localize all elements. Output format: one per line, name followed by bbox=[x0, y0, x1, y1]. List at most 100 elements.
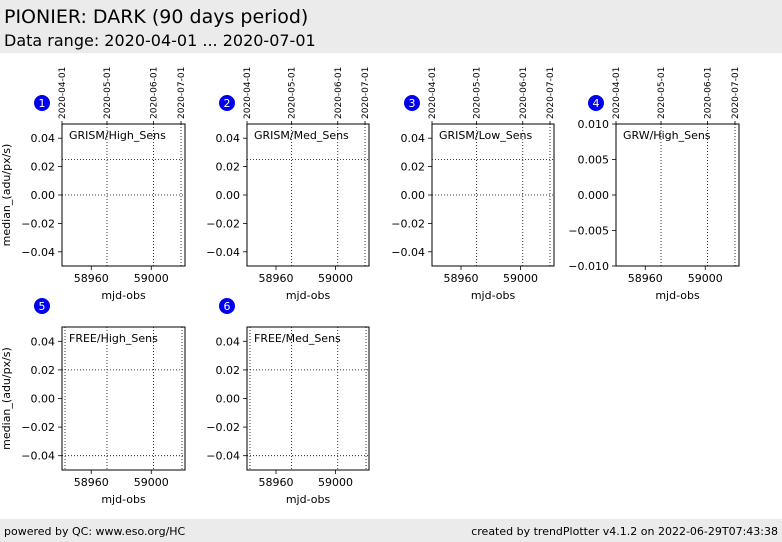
plot-panel-3: 2020-04-01 2020-05-01 2020-06-01 2020-07-01… bbox=[391, 67, 556, 302]
y-tick-label: −0.005 bbox=[568, 225, 609, 238]
trend-plots: 2020-04-01 2020-05-01 2020-06-01 2020-07-01… bbox=[0, 67, 741, 506]
panel-number: 1 bbox=[39, 97, 46, 110]
plot-panel-6: 0.04 0.02 0.00 −0.02 −0.04 58960 59000 mjd-obs F… bbox=[206, 298, 370, 506]
y-tick-label: −0.02 bbox=[21, 421, 55, 434]
date-tick-label: 2020-07-01 bbox=[177, 67, 187, 119]
y-tick-label: 0.02 bbox=[216, 161, 241, 174]
x-axis-label: mjd-obs bbox=[286, 289, 331, 302]
x-tick-label: 58960 bbox=[74, 272, 109, 285]
y-tick-label: 0.02 bbox=[401, 161, 426, 174]
y-tick-label: 0.00 bbox=[216, 393, 241, 406]
panel-number: 3 bbox=[409, 97, 416, 110]
plot-frame bbox=[615, 123, 740, 267]
date-tick-label: 2020-04-01 bbox=[612, 67, 622, 119]
panel-number: 4 bbox=[593, 97, 600, 110]
panel-label: GRW/High_Sens bbox=[623, 129, 711, 142]
page-title: PIONIER: DARK (90 days period) bbox=[4, 6, 309, 28]
y-tick-label: −0.04 bbox=[206, 246, 240, 259]
date-tick-label: 2020-05-01 bbox=[103, 67, 113, 119]
y-tick-label: 0.04 bbox=[401, 132, 426, 145]
y-tick-label: −0.02 bbox=[206, 421, 240, 434]
date-tick-label: 2020-07-01 bbox=[546, 67, 556, 119]
date-tick-label: 2020-06-01 bbox=[519, 67, 529, 119]
panel-label: FREE/Med_Sens bbox=[254, 332, 341, 345]
y-tick-label: 0.010 bbox=[578, 118, 610, 131]
panel-number-badge bbox=[219, 95, 235, 111]
y-tick-label: 0.04 bbox=[31, 335, 56, 348]
x-tick-label: 59000 bbox=[503, 272, 538, 285]
x-tick-label: 59000 bbox=[318, 272, 353, 285]
y-tick-label: −0.04 bbox=[21, 246, 55, 259]
page-footer: powered by QC: www.eso.org/HC created by… bbox=[0, 519, 782, 542]
panel-number: 2 bbox=[224, 97, 231, 110]
x-axis-label: mjd-obs bbox=[101, 289, 146, 302]
y-tick-label: 0.04 bbox=[216, 335, 241, 348]
panel-number-badge bbox=[404, 95, 420, 111]
date-tick-label: 2020-04-01 bbox=[58, 67, 68, 119]
panel-number: 6 bbox=[224, 300, 231, 313]
x-axis-label: mjd-obs bbox=[286, 493, 331, 506]
x-axis-label: mjd-obs bbox=[471, 289, 516, 302]
plot-frame bbox=[246, 326, 370, 471]
y-tick-label: 0.00 bbox=[31, 393, 56, 406]
y-tick-label: −0.02 bbox=[391, 217, 425, 230]
y-tick-label: −0.04 bbox=[21, 450, 55, 463]
plot-frame bbox=[61, 326, 186, 471]
date-tick-label: 2020-04-01 bbox=[243, 67, 253, 119]
x-tick-label: 59000 bbox=[688, 272, 723, 285]
plot-panel-5: 0.04 0.02 0.00 −0.02 −0.04 58960 59000 mjd-obs m… bbox=[0, 298, 186, 506]
panel-number-badge bbox=[34, 298, 50, 314]
y-tick-label: −0.04 bbox=[206, 450, 240, 463]
page-header: PIONIER: DARK (90 days period) Data rang… bbox=[0, 0, 782, 53]
y-axis-label: median_(adu/px/s) bbox=[0, 144, 13, 247]
y-tick-label: 0.00 bbox=[216, 189, 241, 202]
panel-number-badge bbox=[219, 298, 235, 314]
x-tick-label: 58960 bbox=[259, 476, 294, 489]
date-tick-label: 2020-07-01 bbox=[361, 67, 371, 119]
y-tick-label: 0.02 bbox=[216, 364, 241, 377]
x-tick-label: 58960 bbox=[74, 476, 109, 489]
panel-label: GRISM/High_Sens bbox=[69, 129, 166, 142]
plot-panel-1: 2020-04-01 2020-05-01 2020-06-01 2020-07-01… bbox=[0, 67, 187, 302]
date-tick-label: 2020-07-01 bbox=[731, 67, 741, 119]
x-tick-label: 58960 bbox=[628, 272, 663, 285]
y-tick-label: −0.02 bbox=[206, 217, 240, 230]
date-tick-label: 2020-05-01 bbox=[288, 67, 298, 119]
y-tick-label: 0.04 bbox=[216, 132, 241, 145]
date-tick-label: 2020-06-01 bbox=[704, 67, 714, 119]
plot-panel-4: 2020-04-01 2020-05-01 2020-06-01 2020-07-01… bbox=[568, 67, 741, 302]
date-tick-label: 2020-06-01 bbox=[150, 67, 160, 119]
y-tick-label: 0.02 bbox=[31, 364, 56, 377]
y-tick-label: −0.02 bbox=[21, 217, 55, 230]
y-tick-label: 0.02 bbox=[31, 161, 56, 174]
x-axis-label: mjd-obs bbox=[655, 289, 700, 302]
footer-created-by: created by trendPlotter v4.1.2 on 2022-0… bbox=[471, 525, 778, 538]
panel-number-badge bbox=[588, 95, 604, 111]
panel-number-badge bbox=[34, 95, 50, 111]
x-tick-label: 59000 bbox=[318, 476, 353, 489]
x-tick-label: 58960 bbox=[444, 272, 479, 285]
y-tick-label: 0.00 bbox=[31, 189, 56, 202]
date-tick-label: 2020-04-01 bbox=[428, 67, 438, 119]
y-tick-label: 0.04 bbox=[31, 132, 56, 145]
x-tick-label: 58960 bbox=[259, 272, 294, 285]
panel-number: 5 bbox=[39, 300, 46, 313]
y-axis-label: median_(adu/px/s) bbox=[0, 347, 13, 450]
date-tick-label: 2020-05-01 bbox=[657, 67, 667, 119]
panel-label: FREE/High_Sens bbox=[69, 332, 158, 345]
y-tick-label: 0.00 bbox=[401, 189, 426, 202]
footer-powered-by: powered by QC: www.eso.org/HC bbox=[4, 525, 186, 538]
panel-label: GRISM/Med_Sens bbox=[254, 129, 349, 142]
y-tick-label: −0.04 bbox=[391, 246, 425, 259]
y-tick-label: −0.010 bbox=[568, 260, 609, 273]
data-range-subtitle: Data range: 2020-04-01 ... 2020-07-01 bbox=[4, 31, 316, 50]
y-tick-label: 0.000 bbox=[578, 189, 610, 202]
plot-panel-2: 2020-04-01 2020-05-01 2020-06-01 2020-07-01… bbox=[206, 67, 371, 302]
x-axis-label: mjd-obs bbox=[101, 493, 146, 506]
date-tick-label: 2020-05-01 bbox=[473, 67, 483, 119]
plot-frame bbox=[246, 123, 370, 267]
panel-label: GRISM/Low_Sens bbox=[439, 129, 532, 142]
x-tick-label: 59000 bbox=[134, 272, 169, 285]
x-tick-label: 59000 bbox=[134, 476, 169, 489]
y-tick-label: 0.005 bbox=[578, 154, 610, 167]
